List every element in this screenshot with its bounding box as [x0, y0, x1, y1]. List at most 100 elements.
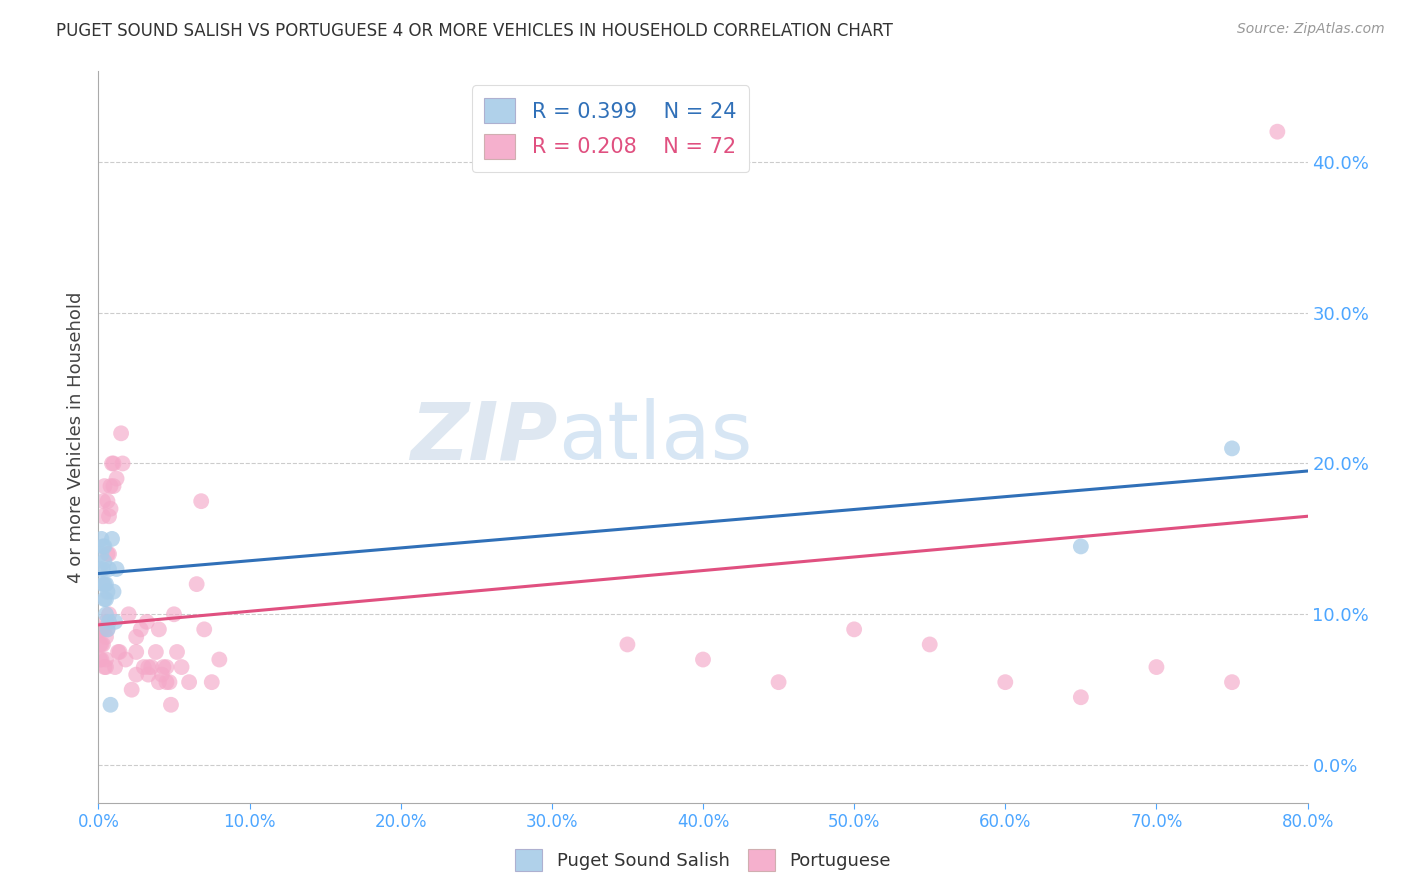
Point	[1267, 125, 1289, 139]
Portuguese	[98, 607, 121, 622]
Portuguese	[193, 623, 215, 637]
Puget Sound Salish	[93, 540, 115, 554]
Portuguese	[179, 675, 201, 690]
Portuguese	[93, 479, 115, 493]
Puget Sound Salish	[103, 584, 125, 599]
Portuguese	[94, 660, 117, 674]
Portuguese	[125, 667, 148, 681]
Portuguese	[132, 660, 155, 674]
Portuguese	[208, 652, 231, 666]
Portuguese	[90, 652, 112, 666]
Puget Sound Salish	[98, 562, 121, 576]
Puget Sound Salish	[101, 532, 124, 546]
Portuguese	[90, 623, 112, 637]
Legend: R = 0.399    N = 24, R = 0.208    N = 72: R = 0.399 N = 24, R = 0.208 N = 72	[471, 86, 749, 171]
Portuguese	[136, 660, 159, 674]
Portuguese	[844, 623, 866, 637]
Portuguese	[111, 457, 134, 471]
Portuguese	[100, 479, 122, 493]
Portuguese	[94, 615, 117, 629]
Portuguese	[101, 457, 124, 471]
Portuguese	[994, 675, 1017, 690]
Puget Sound Salish	[94, 607, 117, 622]
Portuguese	[100, 501, 122, 516]
Portuguese	[148, 675, 170, 690]
Puget Sound Salish	[96, 623, 118, 637]
Puget Sound Salish	[90, 547, 112, 561]
Portuguese	[91, 509, 114, 524]
Puget Sound Salish	[100, 698, 122, 712]
Legend: Puget Sound Salish, Portuguese: Puget Sound Salish, Portuguese	[508, 842, 898, 879]
Portuguese	[91, 494, 114, 508]
Text: Source: ZipAtlas.com: Source: ZipAtlas.com	[1237, 22, 1385, 37]
Portuguese	[103, 457, 125, 471]
Puget Sound Salish	[98, 615, 121, 629]
Portuguese	[692, 652, 714, 666]
Puget Sound Salish	[105, 562, 128, 576]
Portuguese	[145, 645, 167, 659]
Puget Sound Salish	[91, 540, 114, 554]
Portuguese	[118, 607, 141, 622]
Portuguese	[94, 630, 117, 644]
Portuguese	[89, 637, 111, 651]
Puget Sound Salish	[93, 592, 115, 607]
Puget Sound Salish	[93, 577, 115, 591]
Portuguese	[91, 637, 114, 651]
Portuguese	[141, 660, 163, 674]
Portuguese	[616, 637, 638, 651]
Portuguese	[155, 660, 177, 674]
Portuguese	[136, 667, 159, 681]
Puget Sound Salish	[93, 554, 115, 568]
Portuguese	[135, 615, 157, 629]
Portuguese	[190, 494, 212, 508]
Portuguese	[93, 623, 115, 637]
Portuguese	[186, 577, 208, 591]
Portuguese	[121, 682, 143, 697]
Puget Sound Salish	[1070, 540, 1092, 554]
Portuguese	[98, 547, 121, 561]
Portuguese	[108, 645, 131, 659]
Portuguese	[107, 645, 129, 659]
Text: PUGET SOUND SALISH VS PORTUGUESE 4 OR MORE VEHICLES IN HOUSEHOLD CORRELATION CHA: PUGET SOUND SALISH VS PORTUGUESE 4 OR MO…	[56, 22, 893, 40]
Puget Sound Salish	[91, 577, 114, 591]
Portuguese	[170, 660, 193, 674]
Y-axis label: 4 or more Vehicles in Household: 4 or more Vehicles in Household	[66, 292, 84, 582]
Portuguese	[768, 675, 790, 690]
Portuguese	[148, 623, 170, 637]
Puget Sound Salish	[1220, 442, 1243, 456]
Portuguese	[90, 637, 112, 651]
Portuguese	[150, 667, 173, 681]
Portuguese	[91, 623, 114, 637]
Puget Sound Salish	[91, 562, 114, 576]
Portuguese	[166, 645, 188, 659]
Puget Sound Salish	[96, 584, 118, 599]
Portuguese	[94, 652, 117, 666]
Portuguese	[103, 479, 125, 493]
Portuguese	[163, 607, 186, 622]
Puget Sound Salish	[94, 592, 117, 607]
Portuguese	[96, 623, 118, 637]
Portuguese	[152, 660, 174, 674]
Portuguese	[110, 426, 132, 441]
Portuguese	[93, 660, 115, 674]
Portuguese	[125, 645, 148, 659]
Puget Sound Salish	[90, 532, 112, 546]
Puget Sound Salish	[104, 615, 127, 629]
Text: atlas: atlas	[558, 398, 752, 476]
Portuguese	[114, 652, 136, 666]
Text: ZIP: ZIP	[411, 398, 558, 476]
Portuguese	[155, 675, 177, 690]
Portuguese	[125, 630, 148, 644]
Portuguese	[201, 675, 224, 690]
Portuguese	[96, 547, 118, 561]
Portuguese	[160, 698, 183, 712]
Portuguese	[918, 637, 941, 651]
Portuguese	[105, 471, 128, 485]
Puget Sound Salish	[94, 577, 117, 591]
Portuguese	[104, 660, 127, 674]
Portuguese	[1144, 660, 1167, 674]
Portuguese	[159, 675, 181, 690]
Puget Sound Salish	[89, 562, 111, 576]
Portuguese	[89, 652, 111, 666]
Portuguese	[1220, 675, 1243, 690]
